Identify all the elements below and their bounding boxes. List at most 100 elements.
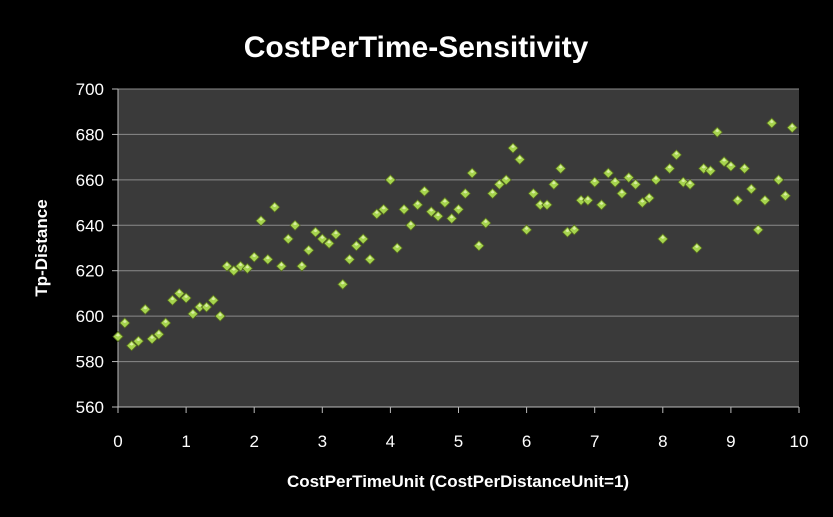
data-point-highlight: [252, 253, 257, 258]
data-point-highlight: [551, 180, 556, 185]
y-tick-label: 640: [76, 216, 104, 235]
data-point-highlight: [204, 303, 209, 308]
data-point-highlight: [776, 176, 781, 180]
data-point-highlight: [163, 319, 168, 323]
data-point-highlight: [694, 244, 699, 248]
data-point-highlight: [184, 294, 189, 298]
data-point-highlight: [497, 180, 502, 185]
y-tick-label: 600: [76, 307, 104, 326]
data-point-highlight: [572, 226, 577, 230]
data-point-highlight: [381, 205, 386, 210]
data-point-highlight: [299, 262, 304, 267]
data-point-highlight: [585, 196, 590, 201]
data-point-highlight: [688, 180, 693, 185]
data-point-highlight: [327, 239, 332, 244]
y-axis-title: Tp-Distance: [32, 199, 51, 296]
data-point-highlight: [545, 201, 550, 205]
data-point: [248, 251, 260, 263]
data-point-highlight: [170, 296, 175, 301]
data-point-highlight: [504, 176, 509, 180]
y-tick-label: 560: [76, 398, 104, 417]
data-point-highlight: [442, 199, 447, 203]
data-point-highlight: [742, 165, 747, 169]
data-point-highlight: [367, 255, 372, 260]
data-point-highlight: [306, 246, 311, 251]
data-point-highlight: [708, 167, 713, 171]
x-tick-label: 5: [454, 432, 463, 451]
data-point-highlight: [408, 221, 413, 226]
data-point-highlight: [320, 235, 325, 239]
data-point-highlight: [633, 180, 638, 185]
data-point-highlight: [762, 196, 767, 201]
data-point-highlight: [667, 165, 672, 169]
data-point-highlight: [619, 189, 624, 194]
x-tick-label: 8: [658, 432, 667, 451]
data-point-highlight: [490, 189, 495, 194]
data-point-highlight: [197, 303, 202, 308]
data-point-highlight: [613, 178, 618, 183]
data-point-highlight: [531, 189, 536, 194]
data-point-highlight: [116, 333, 120, 337]
x-tick-label: 7: [590, 432, 599, 451]
x-tick-label: 2: [249, 432, 258, 451]
data-point-highlight: [517, 155, 522, 160]
chart-title: CostPerTime-Sensitivity: [244, 31, 589, 64]
data-point-highlight: [231, 267, 236, 271]
data-point-highlight: [653, 176, 658, 180]
data-point-highlight: [510, 144, 515, 149]
data-point-highlight: [286, 235, 291, 239]
data-point-highlight: [218, 312, 223, 317]
x-tick-label: 10: [790, 432, 809, 451]
data-point-highlight: [354, 242, 359, 246]
plot-area: [118, 89, 799, 407]
data-point-highlight: [395, 244, 400, 248]
data-point-highlight: [374, 210, 379, 214]
data-points: [112, 117, 798, 352]
y-tick-label: 680: [76, 125, 104, 144]
data-point-highlight: [606, 169, 611, 174]
data-point-highlight: [728, 162, 733, 167]
data-point-highlight: [402, 205, 407, 210]
y-tick-label: 660: [76, 171, 104, 190]
data-point-highlight: [476, 242, 481, 246]
data-point-highlight: [701, 165, 706, 169]
data-point-highlight: [592, 178, 597, 183]
data-point-highlight: [190, 310, 195, 314]
y-tick-label: 620: [76, 262, 104, 281]
data-point-highlight: [388, 176, 393, 180]
data-point-highlight: [769, 119, 774, 124]
data-point-highlight: [735, 196, 740, 201]
data-point-highlight: [143, 305, 148, 310]
data-point-highlight: [279, 262, 284, 267]
data-point-highlight: [538, 201, 543, 205]
data-point-highlight: [565, 228, 570, 233]
axes: [112, 88, 800, 413]
data-point-highlight: [422, 187, 427, 192]
data-point-highlight: [122, 319, 127, 323]
x-tick-label: 0: [113, 432, 122, 451]
data-point-highlight: [272, 203, 277, 208]
data-point-highlight: [429, 208, 434, 212]
y-tick-label: 700: [76, 80, 104, 99]
data-point-highlight: [456, 205, 461, 210]
data-point-highlight: [640, 199, 645, 203]
y-tick-labels: 560 580 600 620 640 660 680 700: [76, 80, 104, 417]
data-point-highlight: [340, 280, 345, 285]
data-point-highlight: [224, 262, 229, 267]
data-point-highlight: [674, 151, 679, 155]
data-point-highlight: [361, 235, 366, 239]
data-point-highlight: [211, 296, 216, 301]
data-point-highlight: [483, 219, 488, 224]
data-point-highlight: [626, 174, 631, 178]
x-tick-labels: 0 1 2 3 4 5 6 7 8 9 10: [113, 432, 808, 451]
data-point-highlight: [660, 235, 665, 239]
data-point-highlight: [449, 214, 454, 219]
data-point-highlight: [333, 230, 338, 235]
data-point-highlight: [524, 226, 529, 230]
x-tick-label: 4: [386, 432, 395, 451]
data-point-highlight: [245, 264, 250, 269]
data-point-highlight: [238, 262, 243, 267]
data-point-highlight: [415, 201, 420, 205]
data-point-highlight: [579, 196, 584, 201]
data-point-highlight: [293, 221, 298, 226]
